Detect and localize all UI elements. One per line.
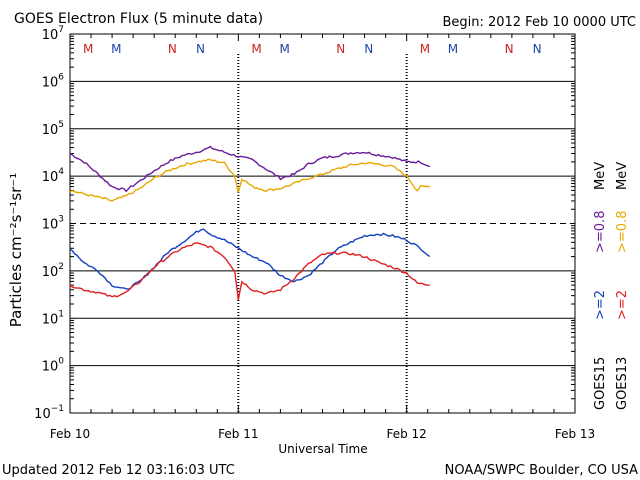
legend-secondary-low: >=2 xyxy=(615,290,630,320)
y-tick-label: 103 xyxy=(42,215,64,233)
credit-label: NOAA/SWPC Boulder, CO USA xyxy=(445,463,638,478)
y-tick-label: 100 xyxy=(42,357,65,375)
local-time-marker: N xyxy=(336,42,345,56)
series-line-0 xyxy=(69,145,431,193)
series-line-1 xyxy=(69,158,430,202)
x-tick-label: Feb 10 xyxy=(50,427,90,441)
local-time-marker: N xyxy=(168,42,177,56)
x-axis-label: Universal Time xyxy=(278,442,367,456)
local-time-marker: M xyxy=(448,42,458,56)
x-tick-label: Feb 12 xyxy=(386,427,426,441)
updated-timestamp: Updated 2012 Feb 12 03:16:03 UTC xyxy=(2,463,235,478)
local-time-marker: M xyxy=(279,42,289,56)
x-axis-ticks: Feb 10 Feb 11 Feb 12 Feb 13 xyxy=(50,34,595,441)
flux-series xyxy=(69,145,431,301)
y-tick-label: 105 xyxy=(42,120,64,138)
local-time-marker: N xyxy=(533,42,542,56)
local-time-marker: N xyxy=(364,42,373,56)
y-axis-label: Particles cm⁻²s⁻¹sr⁻¹ xyxy=(7,173,25,327)
grid-lines xyxy=(70,80,575,367)
legend: GOES15 GOES13 >=2 >=2 >=0.8 >=0.8 MeV Me… xyxy=(593,162,630,410)
y-tick-label: 101 xyxy=(42,309,64,327)
local-time-marker: M xyxy=(111,42,121,56)
y-tick-label: 106 xyxy=(42,72,65,90)
x-tick-label: Feb 13 xyxy=(555,427,595,441)
legend-primary-high: >=0.8 xyxy=(593,211,608,253)
series-line-3 xyxy=(69,242,430,301)
local-time-marker: M xyxy=(83,42,93,56)
legend-sat-secondary: GOES13 xyxy=(615,357,630,410)
local-time-marker: M xyxy=(251,42,261,56)
y-tick-label: 107 xyxy=(42,25,64,43)
local-time-marker: M xyxy=(420,42,430,56)
local-time-marker: N xyxy=(505,42,514,56)
x-tick-label: Feb 11 xyxy=(218,427,258,441)
legend-secondary-high: >=0.8 xyxy=(615,211,630,253)
begin-label: Begin: 2012 Feb 10 0000 UTC xyxy=(442,15,636,30)
y-tick-label: 104 xyxy=(42,167,65,185)
y-axis-ticks: 107 106 105 104 103 102 101 100 10−1 xyxy=(34,25,575,422)
legend-unit-primary: MeV xyxy=(593,162,608,190)
chart-title: GOES Electron Flux (5 minute data) xyxy=(14,11,263,27)
y-tick-label: 10−1 xyxy=(34,404,64,422)
legend-sat-primary: GOES15 xyxy=(593,357,608,410)
local-time-marker: N xyxy=(196,42,205,56)
legend-unit-secondary: MeV xyxy=(615,162,630,190)
y-tick-label: 102 xyxy=(42,262,64,280)
legend-primary-low: >=2 xyxy=(593,290,608,320)
